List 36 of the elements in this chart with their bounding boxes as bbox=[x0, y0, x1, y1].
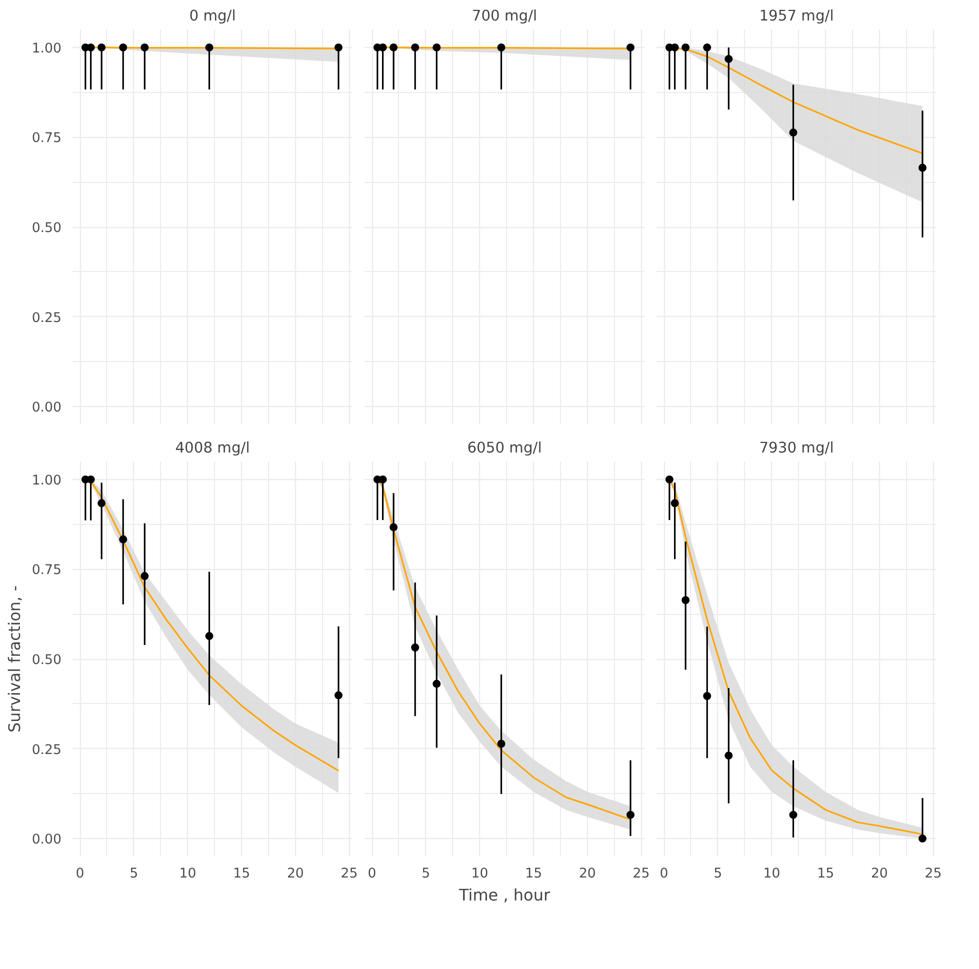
x-tick-label: 25 bbox=[924, 866, 942, 882]
x-tick-label: 15 bbox=[233, 866, 250, 882]
x-tick-label: 5 bbox=[130, 866, 138, 882]
x-tick-label: 15 bbox=[817, 866, 834, 882]
y-tick-label: 0.75 bbox=[32, 131, 62, 146]
chart-title: 6050 mg/l bbox=[467, 440, 542, 456]
y-tick-label: 0.00 bbox=[32, 400, 62, 416]
x-tick-label: 10 bbox=[179, 866, 196, 882]
x-tick-label: 20 bbox=[578, 866, 596, 882]
chart-title: 4008 mg/l bbox=[175, 440, 250, 456]
x-tick-label: 20 bbox=[870, 866, 888, 882]
y-tick-label: 0.75 bbox=[32, 563, 62, 578]
x-tick-label: 5 bbox=[714, 866, 722, 882]
y-tick-label: 0.25 bbox=[32, 742, 62, 758]
y-tick-label: 0.00 bbox=[32, 832, 62, 848]
x-tick-label: 0 bbox=[660, 866, 668, 882]
x-tick-label: 0 bbox=[76, 866, 84, 882]
x-tick-label: 20 bbox=[286, 866, 304, 882]
x-axis-title: Time , hour bbox=[458, 886, 550, 904]
x-tick-label: 0 bbox=[368, 866, 376, 882]
y-tick-label: 0.25 bbox=[32, 310, 62, 326]
x-tick-label: 25 bbox=[340, 866, 358, 882]
x-tick-label: 15 bbox=[525, 866, 542, 882]
x-tick-label: 10 bbox=[763, 866, 780, 882]
chart-title: 0 mg/l bbox=[189, 8, 236, 24]
y-axis-title: Survival fraction, - bbox=[4, 586, 24, 732]
chart-title: 7930 mg/l bbox=[759, 440, 834, 456]
x-tick-label: 10 bbox=[471, 866, 488, 882]
chart-title: 1957 mg/l bbox=[759, 8, 834, 24]
y-tick-label: 0.50 bbox=[32, 221, 62, 236]
y-tick-label: 1.00 bbox=[32, 473, 62, 488]
x-tick-label: 5 bbox=[422, 866, 430, 882]
x-tick-label: 25 bbox=[632, 866, 650, 882]
y-tick-label: 0.50 bbox=[32, 653, 62, 668]
y-tick-label: 1.00 bbox=[32, 41, 62, 56]
chart-title: 700 mg/l bbox=[472, 8, 538, 24]
